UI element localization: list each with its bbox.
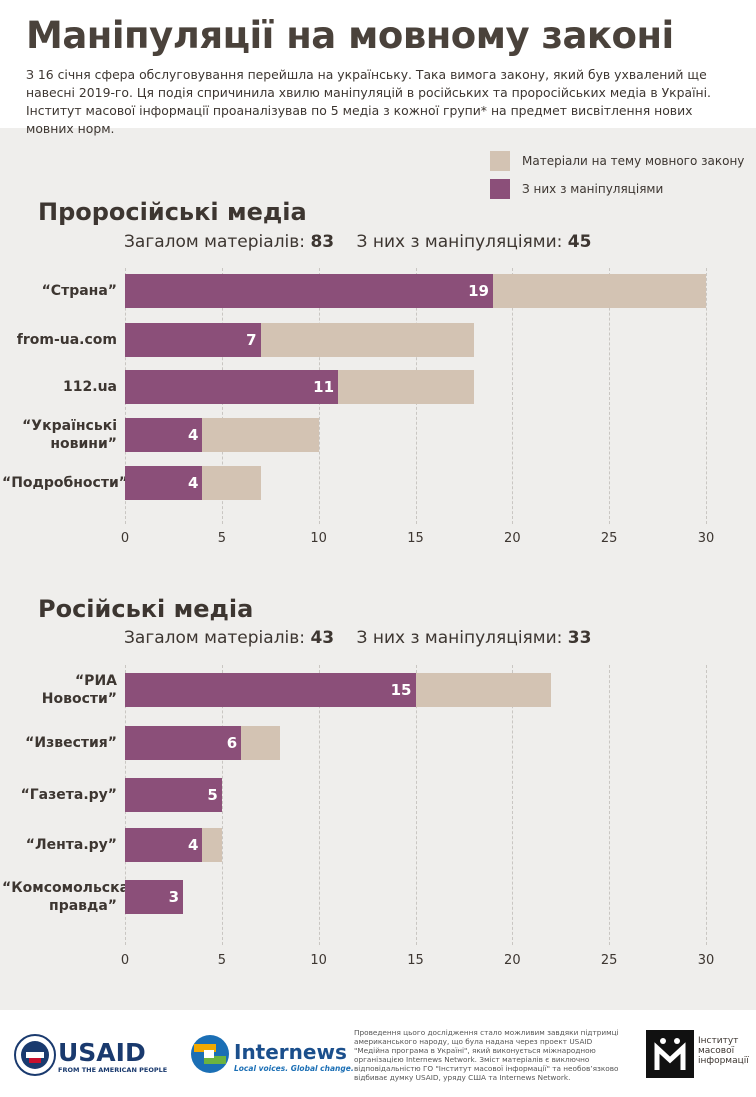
- bar: [125, 778, 222, 812]
- summary-label: З них з маніпуляціями:: [356, 232, 563, 252]
- x-tick-label: 30: [697, 953, 715, 968]
- bar: [125, 880, 184, 914]
- category-label: “Лента.ру”: [25, 837, 117, 853]
- category-label: “Подробности”: [2, 475, 128, 491]
- x-tick-label: 15: [407, 531, 424, 546]
- grid-line: [609, 665, 611, 945]
- bar: [125, 466, 203, 500]
- value-label: 4: [188, 836, 199, 854]
- bar: [125, 673, 416, 707]
- x-tick-label: 25: [600, 953, 618, 968]
- category-label: “Известия”: [25, 735, 117, 751]
- legend-label: З них з маніпуляціями: [522, 182, 664, 196]
- internews-logo: Internews: [234, 1040, 347, 1064]
- bar: [125, 274, 493, 308]
- grid-line: [609, 268, 611, 524]
- summary: Загалом матеріалів: 43 З них з маніпуляц…: [124, 628, 591, 648]
- category-label: “Українські новини”: [22, 418, 117, 452]
- category-label: “Комсомольская правда”: [2, 880, 139, 914]
- background-panel: [0, 128, 756, 1010]
- summary-label: Загалом матеріалів:: [124, 232, 306, 252]
- x-tick-label: 20: [504, 953, 521, 968]
- internews-tagline: Local voices. Global change.: [234, 1064, 354, 1073]
- grid-line: [706, 665, 707, 945]
- imi-logo: [646, 1030, 694, 1078]
- summary: Загалом матеріалів: 83 З них з маніпуляц…: [124, 232, 591, 252]
- bar: [125, 370, 339, 404]
- summary-label: Загалом матеріалів:: [124, 628, 306, 648]
- value-label: 4: [188, 426, 199, 444]
- summary-value: 43: [310, 628, 335, 648]
- x-tick-label: 20: [504, 531, 521, 546]
- grid-line: [318, 665, 320, 945]
- legend-swatch: [490, 151, 510, 171]
- value-label: 11: [313, 378, 335, 396]
- bar: [125, 828, 203, 862]
- summary-value: 45: [567, 232, 592, 252]
- value-label: 4: [188, 474, 199, 492]
- category-label: “РИА Новости”: [41, 673, 117, 707]
- x-tick-label: 5: [217, 531, 226, 546]
- value-label: 3: [168, 888, 180, 906]
- usaid-tagline: FROM THE AMERICAN PEOPLE: [58, 1066, 168, 1074]
- bar: [125, 726, 242, 760]
- category-label: “Газета.ру”: [20, 787, 117, 803]
- bar: [125, 418, 203, 452]
- usaid-logo: USAID: [58, 1038, 146, 1067]
- grid-line: [706, 268, 707, 524]
- legend-label: Матеріали на тему мовного закону: [522, 154, 745, 168]
- category-label: from-ua.com: [16, 332, 117, 348]
- intro-text: З 16 січня сфера обслуговування перейшла…: [26, 67, 711, 136]
- category-label: “Страна”: [41, 283, 117, 299]
- x-tick-label: 0: [120, 953, 130, 968]
- usaid-name: USAID: [58, 1038, 146, 1067]
- x-tick-label: 10: [310, 953, 327, 968]
- value-label: 19: [468, 282, 489, 300]
- summary-value: 83: [310, 232, 335, 252]
- disclaimer: Проведення цього дослідження стало можли…: [354, 1028, 619, 1082]
- summary-label: З них з маніпуляціями:: [356, 628, 563, 648]
- value-label: 5: [207, 786, 218, 804]
- value-label: 7: [246, 331, 257, 349]
- category-label: 112.ua: [63, 379, 117, 395]
- chart-title: Російські медіа: [38, 595, 254, 623]
- chart-title: Проросійські медіа: [38, 198, 307, 226]
- x-tick-label: 5: [217, 953, 226, 968]
- x-tick-label: 10: [310, 531, 327, 546]
- legend-swatch: [490, 179, 510, 199]
- grid-line: [415, 665, 417, 945]
- usaid-seal: [14, 1034, 56, 1076]
- value-label: 6: [226, 734, 238, 752]
- summary-value: 33: [567, 628, 592, 648]
- x-tick-label: 25: [600, 531, 618, 546]
- grid-line: [512, 268, 514, 524]
- internews-mark: [191, 1035, 229, 1073]
- grid-line: [221, 665, 223, 945]
- grid-line: [512, 665, 514, 945]
- page-title: Маніпуляції на мовному законі: [26, 14, 674, 57]
- bar: [125, 323, 261, 357]
- value-label: 15: [390, 681, 412, 699]
- x-tick-label: 0: [120, 531, 130, 546]
- imi-name: Інститут масової інформації: [698, 1036, 749, 1066]
- x-tick-label: 15: [407, 953, 424, 968]
- x-tick-label: 30: [697, 531, 715, 546]
